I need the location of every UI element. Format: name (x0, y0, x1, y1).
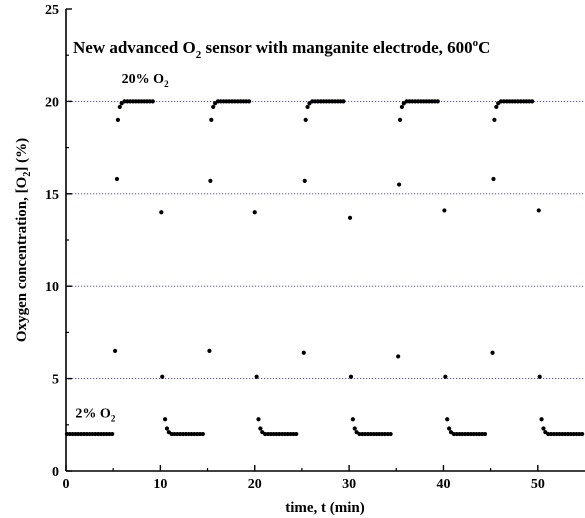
data-point (490, 350, 495, 355)
annotation-high-sub: 2 (164, 79, 169, 89)
data-point (117, 104, 122, 110)
data-point (435, 99, 440, 104)
x-axis-label: time, t (min) (285, 500, 365, 516)
data-point (396, 354, 401, 359)
data-point (208, 178, 213, 183)
data-point (246, 99, 252, 104)
y-axis-label-sub: 2 (22, 172, 33, 177)
data-point (492, 117, 497, 122)
data-point (115, 117, 120, 122)
y-tick-label: 15 (45, 188, 59, 203)
data-point (399, 104, 405, 110)
data-point (159, 210, 164, 215)
data-point (341, 99, 346, 104)
x-tick-label: 40 (436, 477, 450, 492)
data-point (160, 374, 165, 379)
data-point (541, 426, 546, 431)
data-point (352, 426, 357, 431)
data-point (150, 99, 155, 104)
data-point (397, 117, 403, 122)
data-point (164, 426, 170, 431)
data-point (207, 348, 212, 353)
data-point (580, 431, 585, 437)
data-point (445, 417, 450, 422)
chart-title: New advanced O2 sensor with manganite el… (73, 37, 490, 61)
data-point (302, 178, 307, 183)
data-point (209, 117, 214, 122)
y-tick-label: 0 (52, 465, 59, 480)
chart-title-sub: 2 (196, 49, 202, 61)
x-tick-label: 30 (342, 477, 356, 492)
annotation-low: 2% O2 (75, 406, 115, 423)
annotation-high: 20% O2 (122, 72, 169, 89)
data-point (110, 431, 115, 437)
data-point (491, 176, 496, 182)
y-axis-label-post: ] (%) (14, 138, 30, 172)
y-tick-label: 20 (45, 95, 59, 110)
data-point (530, 99, 535, 104)
annotation-high-text: 20% O (122, 72, 165, 87)
data-point (294, 431, 299, 437)
data-point (303, 117, 308, 122)
data-point (482, 431, 488, 437)
annotation-low-sub: 2 (111, 413, 116, 423)
data-point (447, 426, 452, 431)
data-point (348, 374, 354, 379)
data-point (258, 426, 263, 431)
y-axis-label: Oxygen concentration, [O2] (%) (14, 138, 33, 342)
data-point (200, 431, 205, 437)
data-point (301, 350, 306, 355)
data-point (162, 417, 168, 422)
chart-title-rest: sensor with manganite electrode, 600 (201, 38, 472, 57)
gridlines (66, 100, 585, 380)
data-point (397, 182, 402, 187)
x-tick-label: 0 (63, 477, 70, 492)
data-point (537, 374, 542, 379)
y-tick-label: 25 (45, 3, 59, 18)
y-tick-label: 10 (45, 280, 59, 295)
chart-title-main: New advanced O (73, 38, 196, 57)
data-point (114, 176, 120, 182)
data-point (254, 374, 259, 379)
axis-ticks: 0 10 20 30 40 50 0 5 10 15 20 25 (45, 3, 545, 492)
data-point (536, 208, 541, 213)
y-axis-label-pre: Oxygen concentration, [O (14, 177, 30, 342)
chart-title-end: C (478, 38, 490, 57)
chart-title-sup: o (473, 37, 479, 49)
data-point (211, 104, 216, 110)
data-point (494, 104, 499, 110)
data-point (252, 210, 257, 215)
data-point (539, 417, 544, 422)
y-tick-label: 5 (52, 373, 59, 388)
data-point (388, 431, 393, 437)
data-point (256, 417, 261, 422)
annotation-low-text: 2% O (75, 406, 111, 421)
data-point (350, 417, 355, 422)
x-tick-label: 50 (531, 477, 545, 492)
data-point (443, 374, 448, 379)
data-point (305, 104, 310, 110)
data-points (64, 99, 585, 437)
data-point (442, 208, 447, 213)
data-point (112, 348, 118, 353)
x-tick-label: 10 (153, 477, 167, 492)
annotations: 20% O22% O2 (75, 72, 169, 423)
x-tick-label: 20 (248, 477, 262, 492)
data-point (347, 215, 353, 220)
